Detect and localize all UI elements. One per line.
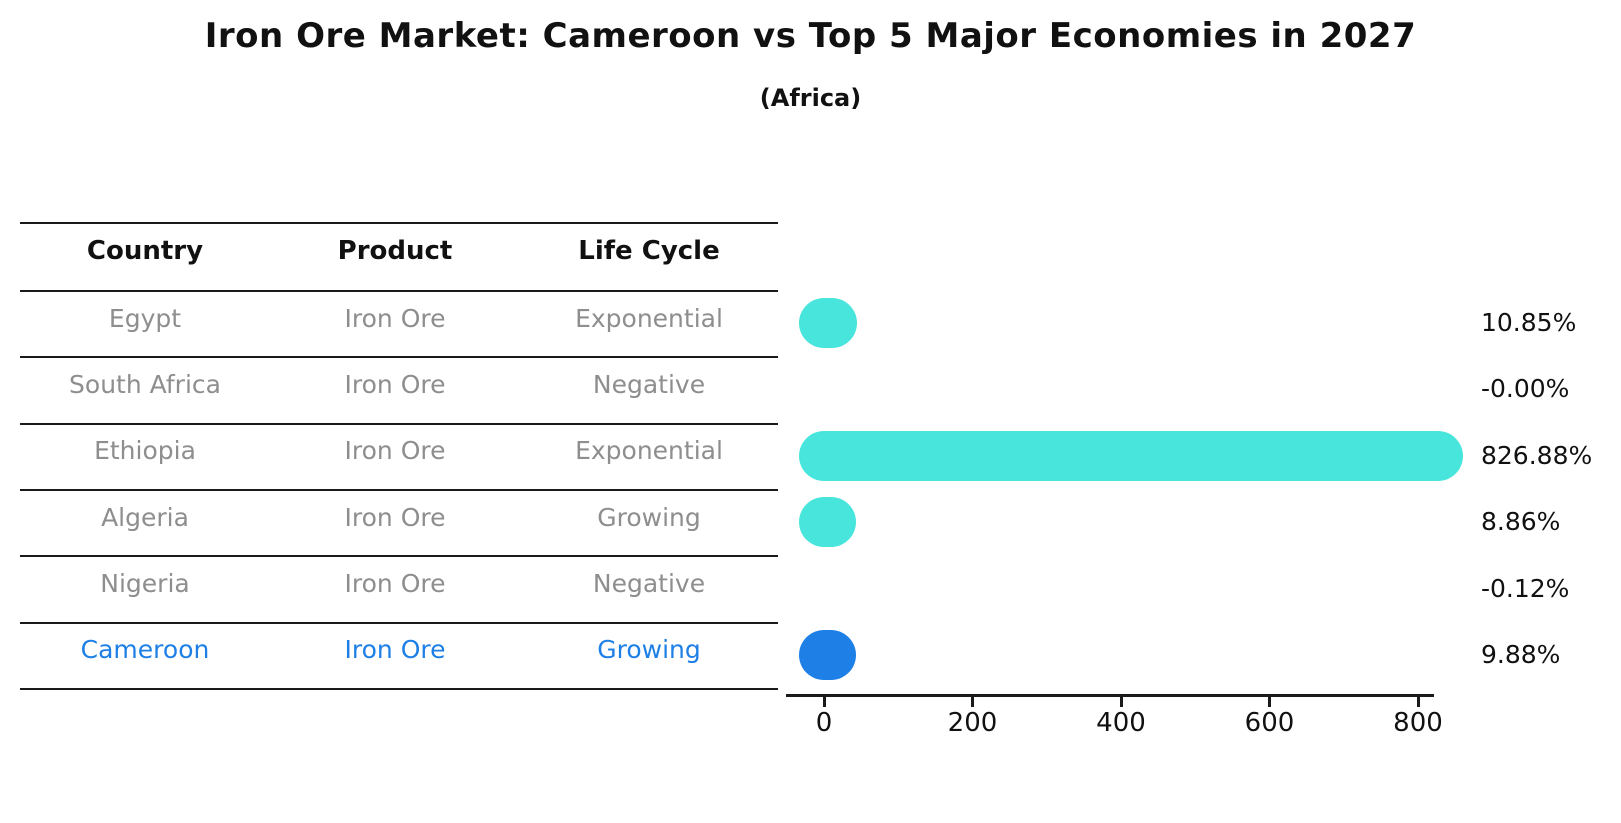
table-cell-country: Cameroon (80, 635, 210, 665)
x-axis-tick (1416, 697, 1420, 707)
x-axis-tick (971, 697, 974, 707)
value-label: -0.12% (1481, 573, 1570, 603)
column-header-product: Product (337, 236, 453, 266)
table-cell-life-cycle: Growing (597, 502, 701, 532)
table-cell-product: Iron Ore (344, 303, 446, 333)
x-axis-tick-label: 200 (947, 708, 998, 738)
table-row: Ethiopia Iron Ore Exponential (20, 425, 778, 491)
table-cell-product: Iron Ore (344, 369, 446, 399)
data-table: Country Product Life Cycle Egypt Iron Ore… (20, 222, 778, 690)
x-axis-tick-label: 400 (1096, 708, 1146, 738)
value-label: 10.85% (1481, 308, 1577, 337)
table-row: Cameroon Iron Ore Growing (20, 624, 778, 690)
column-header-country: Country (86, 236, 204, 266)
table-cell-country: Ethiopia (94, 436, 196, 466)
table-cell-life-cycle: Exponential (575, 303, 723, 333)
table-cell-product: Iron Ore (344, 568, 446, 598)
table-row: South Africa Iron Ore Negative (20, 358, 778, 425)
value-label: 9.88% (1481, 640, 1561, 669)
value-label: 826.88% (1481, 440, 1593, 470)
x-axis-tick (1268, 697, 1271, 707)
x-axis-tick-label: 600 (1244, 708, 1295, 738)
table-cell-life-cycle: Negative (592, 369, 706, 399)
x-axis-tick-label: 0 (815, 708, 833, 738)
bar (799, 630, 857, 680)
table-cell-life-cycle: Exponential (575, 436, 723, 466)
x-axis-line (786, 694, 1434, 697)
table-row: Algeria Iron Ore Growing (20, 491, 778, 558)
table-cell-product: Iron Ore (344, 436, 446, 466)
value-label: 8.86% (1481, 507, 1561, 537)
x-axis-tick (822, 697, 826, 707)
table-cell-country: South Africa (69, 369, 221, 399)
table-cell-product: Iron Ore (344, 635, 446, 665)
x-axis-tick-label: 800 (1393, 708, 1443, 738)
value-label: -0.00% (1481, 374, 1570, 404)
table-cell-product: Iron Ore (344, 502, 446, 532)
bar (799, 430, 1463, 481)
x-axis-tick (1119, 697, 1123, 707)
table-cell-life-cycle: Negative (592, 568, 706, 598)
column-header-life-cycle: Life Cycle (578, 236, 720, 266)
bar (799, 497, 856, 548)
bar (799, 298, 858, 348)
table-header-row: Country Product Life Cycle (20, 224, 778, 292)
table-cell-country: Nigeria (100, 568, 190, 598)
table-cell-country: Algeria (101, 502, 189, 532)
page-subtitle: (Africa) (759, 84, 862, 112)
page-title: Iron Ore Market: Cameroon vs Top 5 Major… (204, 16, 1417, 56)
table-cell-country: Egypt (108, 303, 182, 333)
table-row: Nigeria Iron Ore Negative (20, 557, 778, 624)
table-row: Egypt Iron Ore Exponential (20, 292, 778, 359)
table-cell-life-cycle: Growing (597, 635, 701, 665)
table-body: Egypt Iron Ore Exponential South Africa Iron… (20, 292, 778, 690)
